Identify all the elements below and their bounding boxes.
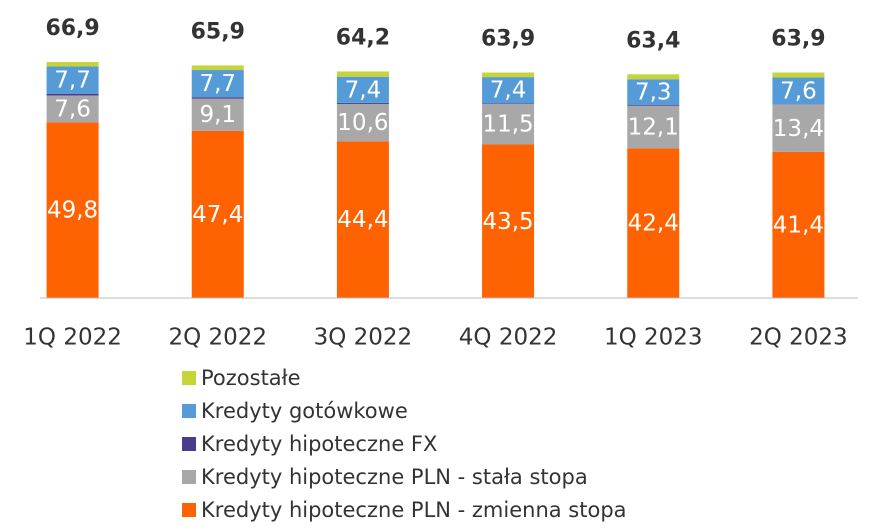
bar-segment — [336, 141, 389, 298]
x-tick-label: 3Q 2022 — [314, 325, 413, 351]
value-label: 49,8 — [47, 198, 98, 224]
total-label: 65,9 — [191, 19, 245, 44]
value-label: 9,1 — [199, 102, 236, 128]
bar-segment — [772, 151, 825, 298]
value-label: 7,3 — [635, 80, 672, 106]
legend-label: Kredyty gotówkowe — [201, 399, 408, 423]
bar-segment — [482, 103, 535, 145]
bar-segment — [191, 97, 244, 99]
legend-swatch — [182, 470, 196, 484]
value-label: 43,5 — [482, 209, 533, 235]
bar-segment — [336, 71, 389, 77]
total-label: 64,2 — [336, 25, 390, 50]
value-label: 10,6 — [337, 110, 388, 136]
value-label: 13,4 — [773, 116, 824, 142]
legend-swatch — [182, 503, 196, 517]
total-label: 63,4 — [626, 28, 680, 53]
total-label: 63,9 — [481, 27, 535, 52]
x-tick-label: 1Q 2023 — [604, 325, 703, 351]
value-label: 47,4 — [192, 202, 243, 228]
x-tick-label: 4Q 2022 — [459, 325, 558, 351]
value-label: 7,4 — [345, 77, 382, 103]
bar-segment — [191, 65, 244, 71]
bar-segment — [191, 70, 244, 98]
bar-segment — [482, 72, 535, 78]
legend-label: Kredyty hipoteczne PLN - stała stopa — [201, 465, 588, 489]
bar-segment — [46, 122, 99, 298]
value-label: 7,7 — [199, 71, 236, 97]
bar-segment — [191, 98, 244, 131]
legend-swatch — [182, 371, 196, 385]
bar-segment — [772, 104, 825, 152]
value-label: 12,1 — [628, 115, 679, 141]
bar-segment — [627, 105, 680, 149]
bar-segment — [482, 144, 535, 298]
value-label: 7,4 — [490, 78, 527, 104]
x-tick-label: 2Q 2022 — [168, 325, 267, 351]
bar-segment — [336, 103, 389, 142]
bar-segment — [627, 148, 680, 298]
legend-swatch — [182, 404, 196, 418]
legend-label: Pozostałe — [201, 366, 301, 390]
value-label: 11,5 — [482, 112, 533, 138]
bar-segment — [627, 74, 680, 80]
x-tick-label: 2Q 2023 — [749, 325, 848, 351]
bar-segment — [336, 102, 389, 104]
total-label: 63,9 — [771, 27, 825, 52]
bar-segment — [482, 103, 535, 104]
bar-segment — [772, 72, 825, 78]
bar-segment — [46, 61, 99, 67]
bar-segment — [336, 76, 389, 103]
bar-segment — [46, 95, 99, 123]
legend-label: Kredyty hipoteczne PLN - zmienna stopa — [201, 498, 627, 522]
legend-label: Kredyty hipoteczne FX — [201, 432, 437, 456]
bar-segment — [627, 104, 680, 106]
bar-segment — [46, 66, 99, 94]
bar-segment — [46, 93, 99, 96]
bar-segment — [482, 77, 535, 104]
total-label: 66,9 — [45, 16, 99, 41]
value-label: 41,4 — [773, 212, 824, 238]
value-label: 42,4 — [628, 211, 679, 237]
value-label: 44,4 — [337, 207, 388, 233]
bar-segment — [191, 130, 244, 298]
value-label: 7,6 — [780, 78, 817, 104]
bar-segment — [627, 79, 680, 105]
value-label: 7,6 — [54, 96, 91, 122]
value-label: 7,7 — [54, 68, 91, 94]
bar-segment — [772, 77, 825, 105]
legend-swatch — [182, 437, 196, 451]
x-tick-label: 1Q 2022 — [23, 325, 122, 351]
